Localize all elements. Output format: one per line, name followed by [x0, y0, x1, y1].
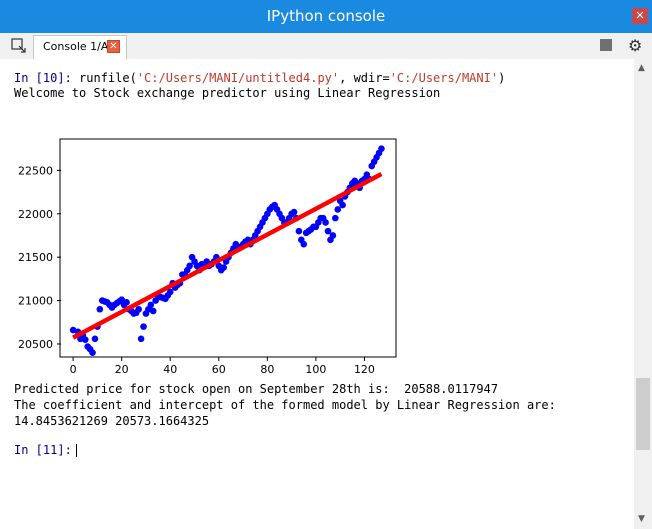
coefficient-text: The coefficient and intercept of the for…: [14, 398, 556, 412]
x-tick-label: 40: [163, 363, 177, 376]
y-tick-label: 22000: [18, 208, 53, 221]
data-point: [186, 262, 193, 270]
tab-console[interactable]: Console 1/A ✕: [33, 35, 127, 59]
window-title: IPython console: [266, 7, 386, 25]
data-point: [91, 335, 99, 343]
input-line-10: In [10]: runfile('C:/Users/MANI/untitled…: [14, 71, 505, 85]
close-icon[interactable]: ✕: [632, 8, 648, 24]
data-point: [220, 264, 227, 271]
scroll-up-icon[interactable]: ▲: [638, 63, 645, 73]
welcome-text: Welcome to Stock exchange predictor usin…: [14, 86, 441, 100]
scroll-down-icon[interactable]: ▼: [638, 514, 645, 524]
filepath-string: 'C:/Users/MANI/untitled4.py': [136, 71, 340, 85]
data-point: [137, 335, 145, 343]
command-text: runfile(: [71, 71, 137, 85]
data-point: [378, 145, 385, 152]
data-point: [290, 208, 298, 216]
scroll-thumb[interactable]: [636, 378, 650, 450]
x-tick-label: 0: [70, 363, 77, 376]
x-tick-label: 120: [354, 363, 375, 376]
browse-tabs-icon[interactable]: [10, 37, 28, 53]
data-point: [135, 305, 142, 313]
data-point: [322, 219, 329, 226]
data-point: [166, 288, 174, 296]
coefficient-values: 14.8453621269 20573.1664325: [14, 414, 210, 428]
data-point: [118, 296, 125, 304]
y-tick-label: 21500: [18, 251, 53, 264]
text-cursor: [75, 444, 77, 457]
data-point: [334, 206, 342, 213]
command-text-mid: , wdir=: [339, 71, 390, 85]
regression-line: [72, 171, 383, 340]
tab-label: Console 1/A: [43, 40, 109, 53]
data-point: [96, 305, 104, 313]
title-bar: IPython console ✕: [0, 0, 652, 33]
data-point: [324, 227, 332, 235]
x-tick-label: 60: [212, 363, 226, 376]
stop-icon[interactable]: [600, 39, 612, 51]
data-point: [147, 301, 155, 309]
y-tick-label: 22500: [18, 164, 53, 177]
x-tick-label: 20: [115, 363, 129, 376]
data-point: [329, 232, 337, 239]
data-point: [89, 349, 96, 356]
y-tick-label: 21000: [18, 295, 53, 308]
input-line-11[interactable]: In [11]:: [14, 443, 77, 457]
x-tick-label: 80: [260, 363, 274, 376]
close-tab-icon[interactable]: ✕: [107, 40, 120, 53]
data-point: [149, 307, 157, 315]
x-tick-label: 100: [305, 363, 326, 376]
data-point: [339, 201, 346, 209]
data-point: [300, 240, 308, 248]
y-tick-label: 20500: [18, 338, 53, 351]
data-point: [81, 336, 89, 343]
plot-area: [59, 138, 397, 358]
input-prompt: In [10]:: [14, 71, 72, 85]
data-point: [123, 299, 130, 306]
gear-icon[interactable]: ⚙: [628, 36, 643, 55]
data-point: [140, 323, 147, 330]
data-point: [332, 214, 339, 222]
vertical-scrollbar[interactable]: ▲ ▼: [634, 59, 652, 529]
prediction-text: Predicted price for stock open on Septem…: [14, 382, 499, 396]
wdir-string: 'C:/Users/MANI': [389, 71, 499, 85]
data-point: [295, 227, 303, 235]
input-prompt: In [11]:: [14, 443, 72, 457]
command-text-close: ): [498, 71, 506, 85]
